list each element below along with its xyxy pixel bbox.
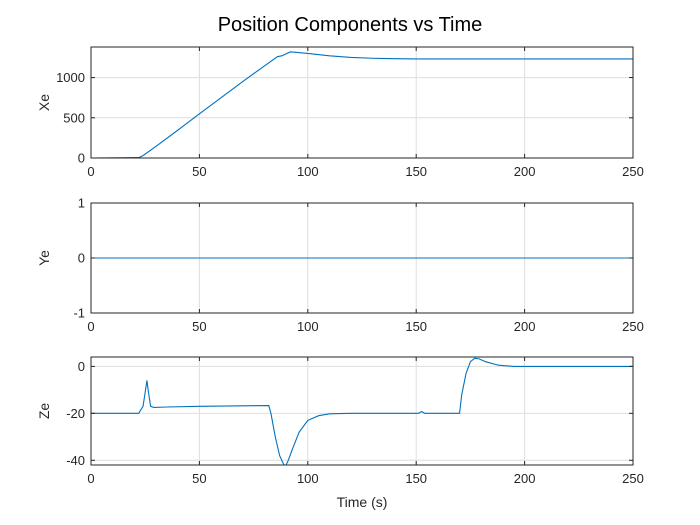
y-axis-label: Ze [36,403,52,420]
y-tick-label: 0 [78,151,85,166]
panel-ze: 0 50 100 150 200 250 -40 -20 0 Ze [36,356,644,486]
x-tick-label: 100 [297,471,319,486]
x-tick-label: 100 [297,164,319,179]
panel-xe: 0 50 100 150 200 250 0 500 1000 Xe [36,46,644,179]
y-tick-label: 1 [78,196,85,211]
y-tick-label: 1000 [56,70,85,85]
x-tick-label: 250 [622,319,644,334]
x-tick-label: 200 [514,319,536,334]
x-tick-label: 200 [514,471,536,486]
y-axis-label: Ye [36,250,52,266]
axes-frame [90,46,634,159]
x-tick-label: 50 [192,471,206,486]
y-tick-label: -1 [73,306,85,321]
x-tick-label: 50 [192,319,206,334]
x-tick-label: 0 [87,471,94,486]
x-tick-label: 200 [514,164,536,179]
y-tick-label: -20 [66,406,85,421]
series-line-xe [90,51,633,159]
x-tick-label: 0 [87,164,94,179]
x-tick-label: 150 [405,164,427,179]
y-tick-label: 0 [78,251,85,266]
y-axis-label: Xe [36,94,52,111]
y-tick-label: 0 [78,359,85,374]
x-tick-label: 150 [405,471,427,486]
x-tick-label: 50 [192,164,206,179]
x-tick-label: 0 [87,319,94,334]
x-tick-label: 250 [622,164,644,179]
chart-title: Position Components vs Time [218,14,483,36]
x-tick-label: 250 [622,471,644,486]
y-tick-label: 500 [63,110,85,125]
axes-frame [90,356,634,466]
x-tick-label: 100 [297,319,319,334]
x-tick-label: 150 [405,319,427,334]
series-line-ze [91,357,633,466]
x-axis-label: Time (s) [337,494,388,510]
y-tick-label: -40 [66,453,85,468]
